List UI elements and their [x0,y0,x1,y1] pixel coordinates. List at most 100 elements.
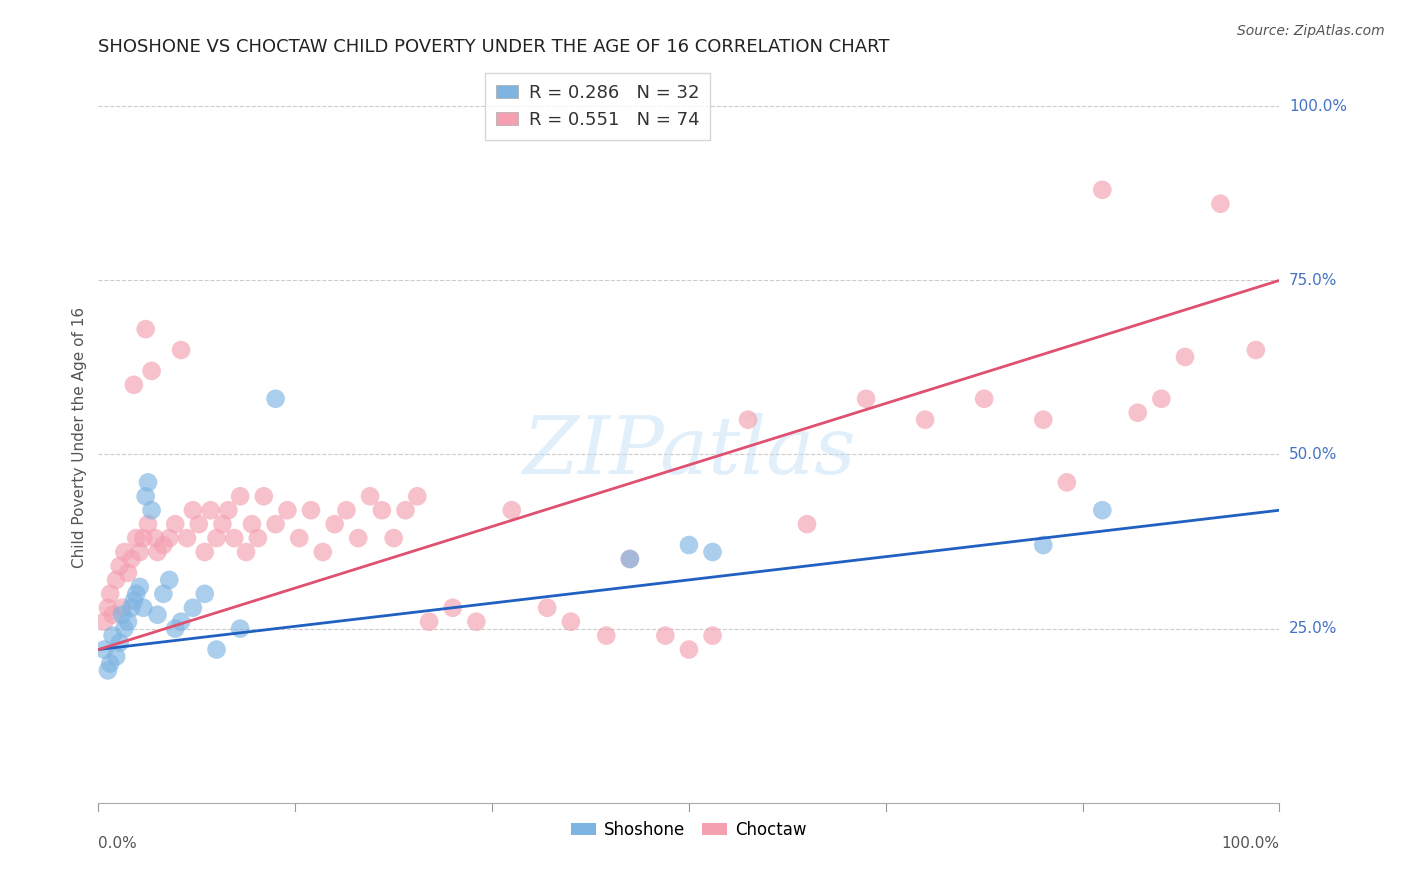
Point [122,594,145,608]
Point [132,600,155,615]
Point [165,622,187,636]
Point [128,580,150,594]
Point [121,600,143,615]
Point [224,531,246,545]
Point [112,545,135,559]
Point [205,531,228,545]
Point [157,531,180,545]
Point [105,573,128,587]
Legend: Shoshone, Choctaw: Shoshone, Choctaw [564,814,814,846]
Point [678,642,700,657]
Point [536,600,558,615]
Point [595,629,617,643]
Point [1032,412,1054,426]
Point [702,545,724,559]
Point [111,607,134,622]
Point [737,412,759,426]
Point [97,664,120,678]
Point [347,531,370,545]
Point [1091,503,1114,517]
Point [135,489,157,503]
Point [187,517,209,532]
Point [1126,406,1149,420]
Point [98,587,121,601]
Point [97,600,120,615]
Point [465,615,488,629]
Text: 25.0%: 25.0% [1289,621,1337,636]
Point [108,558,131,573]
Point [299,503,322,517]
Point [264,517,287,532]
Point [93,615,115,629]
Point [143,531,166,545]
Point [406,489,429,503]
Point [121,552,143,566]
Point [229,622,252,636]
Point [276,503,298,517]
Point [702,629,724,643]
Point [117,615,139,629]
Point [146,545,169,559]
Point [855,392,877,406]
Point [235,545,257,559]
Point [312,545,335,559]
Point [217,503,239,517]
Point [146,607,169,622]
Point [382,531,405,545]
Point [125,587,148,601]
Point [914,412,936,426]
Point [176,531,198,545]
Point [200,503,222,517]
Point [117,566,139,580]
Point [194,545,217,559]
Text: Source: ZipAtlas.com: Source: ZipAtlas.com [1237,24,1385,38]
Point [141,364,163,378]
Point [246,531,269,545]
Text: 50.0%: 50.0% [1289,447,1337,462]
Text: 0.0%: 0.0% [98,836,138,851]
Point [136,475,159,490]
Point [181,600,204,615]
Point [108,635,131,649]
Point [1209,196,1232,211]
Text: ZIPatlas: ZIPatlas [522,413,856,491]
Point [211,517,233,532]
Point [619,552,641,566]
Point [240,517,263,532]
Point [125,531,148,545]
Point [152,587,174,601]
Point [101,607,124,622]
Point [1032,538,1054,552]
Point [973,392,995,406]
Point [132,531,155,545]
Point [359,489,381,503]
Point [157,573,180,587]
Text: 75.0%: 75.0% [1289,273,1337,288]
Point [1174,350,1197,364]
Point [112,622,135,636]
Point [152,538,174,552]
Point [418,615,440,629]
Y-axis label: Child Poverty Under the Age of 16: Child Poverty Under the Age of 16 [72,307,87,567]
Point [181,503,204,517]
Point [105,649,128,664]
Point [1150,392,1173,406]
Point [1244,343,1267,357]
Point [101,629,124,643]
Point [654,629,676,643]
Text: SHOSHONE VS CHOCTAW CHILD POVERTY UNDER THE AGE OF 16 CORRELATION CHART: SHOSHONE VS CHOCTAW CHILD POVERTY UNDER … [98,38,890,56]
Point [135,322,157,336]
Text: 100.0%: 100.0% [1289,99,1347,113]
Point [229,489,252,503]
Point [678,538,700,552]
Point [122,377,145,392]
Point [1056,475,1078,490]
Point [253,489,276,503]
Point [441,600,464,615]
Point [128,545,150,559]
Point [98,657,121,671]
Point [335,503,357,517]
Point [501,503,523,517]
Point [394,503,416,517]
Point [323,517,346,532]
